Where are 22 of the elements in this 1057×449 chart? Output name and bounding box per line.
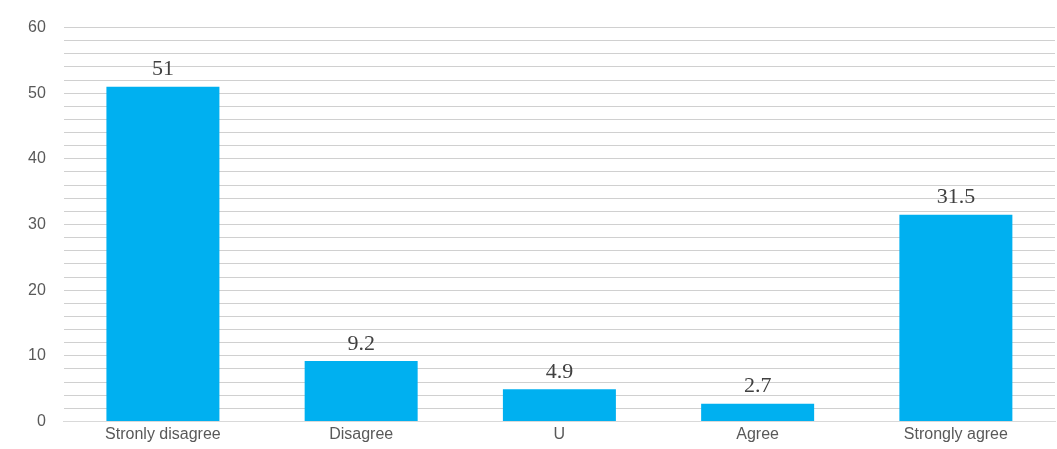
y-tick-label: 50 [28,83,46,101]
y-tick-label: 30 [28,214,46,232]
bar [304,361,418,421]
data-label: 51 [151,55,174,81]
data-label: 9.2 [347,329,375,355]
y-tick-label: 60 [28,18,46,36]
bar [502,389,616,421]
x-tick-label: Disagree [329,425,394,443]
data-label: 2.7 [743,372,772,398]
x-tick-label: Stronly disagree [105,425,221,443]
x-tick-label: U [553,425,566,443]
y-tick-label: 40 [28,149,46,167]
y-tick-label: 0 [36,411,46,429]
bar [106,86,220,421]
data-label: 31.5 [936,183,976,209]
data-label: 4.9 [545,358,574,384]
x-tick-label: Agree [736,425,780,443]
y-tick-label: 10 [28,346,46,364]
bar [701,403,815,421]
bar [899,214,1013,421]
x-tick-label: Strongly agree [903,425,1009,443]
y-tick-label: 20 [28,280,46,298]
